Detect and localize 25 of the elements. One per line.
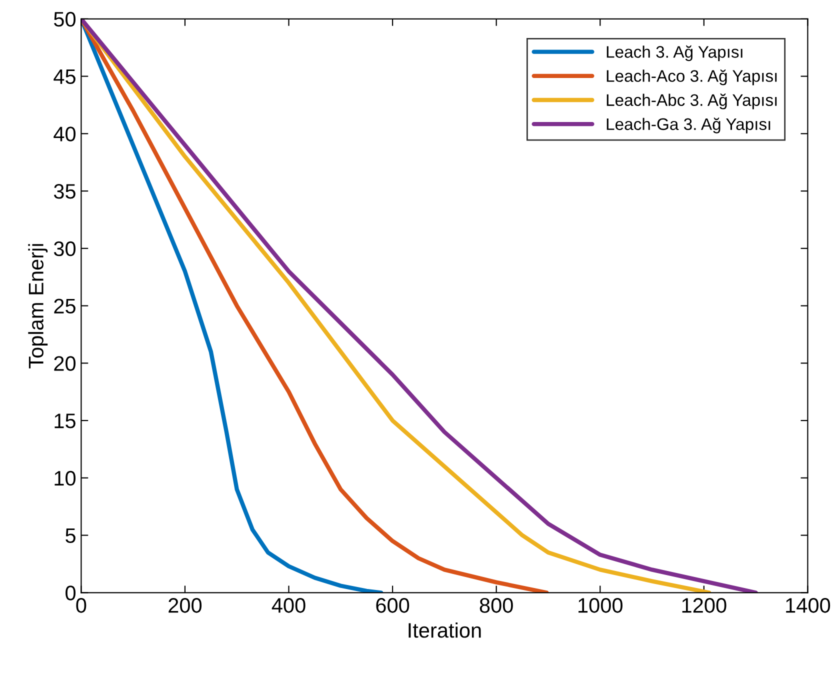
y-tick-label: 20 [54, 356, 76, 371]
y-tick-label: 45 [54, 69, 76, 84]
y-tick-label: 5 [66, 528, 76, 544]
x-tick-label: 800 [480, 598, 513, 613]
x-axis-title: Iteration [408, 622, 481, 638]
y-axis-title: Toplam Enerji [28, 244, 48, 368]
y-tick-label: 25 [54, 298, 76, 314]
x-tick-label: 1000 [578, 598, 622, 613]
x-tick-label: 1400 [786, 598, 830, 613]
x-tick-label: 200 [168, 598, 202, 613]
y-tick-label: 15 [54, 414, 76, 428]
legend-label: Leach-Ga 3. Ağ Yapısı [606, 118, 770, 134]
y-tick-label: 30 [54, 241, 76, 256]
y-tick-label: 40 [54, 126, 76, 142]
y-tick-label: 0 [66, 586, 76, 600]
y-tick-label: 10 [54, 470, 76, 486]
legend-label: Leach 3. Ağ Yapısı [606, 45, 742, 62]
x-tick-label: 1200 [682, 598, 726, 613]
y-tick-label: 35 [54, 184, 76, 199]
x-tick-label: 400 [272, 598, 306, 613]
legend-label: Leach-Abc 3. Ağ Yapısı [606, 94, 777, 110]
y-tick-label: 50 [54, 12, 76, 27]
x-tick-label: 0 [76, 598, 86, 613]
x-tick-label: 600 [376, 598, 410, 613]
legend-label: Leach-Aco 3. Ağ Yapısı [606, 69, 777, 86]
